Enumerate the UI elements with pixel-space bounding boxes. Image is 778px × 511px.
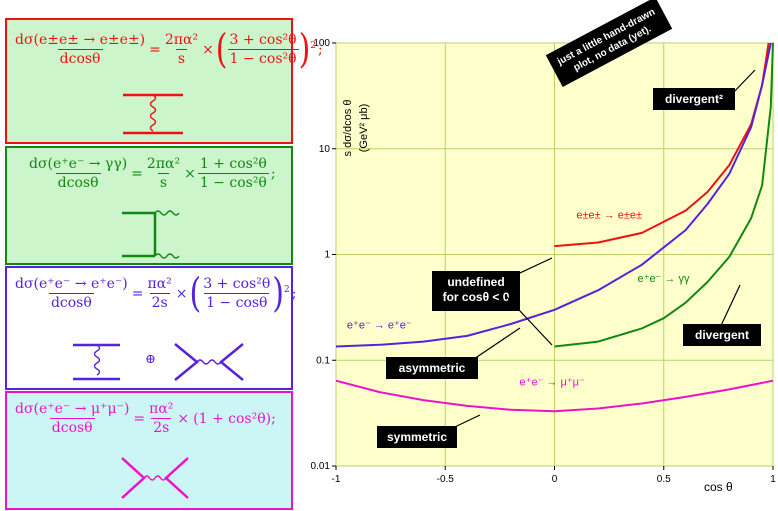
gamma-gamma-formula-box: dσ(e⁺e⁻ → γγ) dcosθ = 2πα² s × 1 + cos²θ 1 − co… (5, 146, 293, 265)
factor-denominator: 1 − cos²θ (197, 173, 269, 191)
formula-end: ; (270, 165, 276, 182)
x-axis-label: cos θ (704, 480, 733, 494)
factor: (1 + cos²θ); (193, 410, 276, 427)
mumu-formula: dσ(e⁺e⁻ → μ⁺μ⁻) dcosθ = πα² 2s × (1 + cos²θ); (15, 401, 276, 436)
asymmetric-box (386, 357, 478, 379)
x-tick-label: -1 (332, 474, 341, 485)
series-2-line (554, 42, 774, 348)
factor-numerator: 1 + cos²θ (199, 156, 267, 172)
factor-denominator: 1 − cosθ (204, 293, 270, 311)
series-3-label: e⁺e⁻ → μ⁺μ⁻ (520, 376, 585, 388)
x-tick-label: 0.5 (657, 474, 671, 485)
divergent-text: divergent (695, 328, 749, 342)
compton-diagram (122, 210, 180, 259)
divergent2-text: divergent² (665, 92, 723, 106)
y-tick-label: 100 (313, 38, 330, 49)
bhabha-formula: dσ(e⁺e⁻ → e⁺e⁻) dcosθ = πα² 2s ×(3 + cos²θ 1 −… (15, 269, 297, 318)
coefficient-denominator: 2s (151, 418, 172, 436)
undefined-box (432, 271, 520, 311)
undefined-text: for cosθ < 0 (443, 290, 510, 304)
y-axis-label: s dσ/dcos θ (342, 100, 354, 157)
series-1-line (335, 42, 772, 348)
factor-denominator: 1 − cos²θ (227, 49, 299, 67)
series-2-label: e⁺e⁻ → γγ (638, 273, 690, 285)
y-tick-label: 1 (324, 250, 330, 261)
series-3-line (335, 379, 774, 413)
coefficient-numerator: πα² (147, 276, 172, 292)
coefficient-denominator: s (175, 49, 188, 67)
divergent2-box (653, 88, 735, 110)
mumu-formula-box: dσ(e⁺e⁻ → μ⁺μ⁻) dcosθ = πα² 2s × (1 + cos²θ); (5, 391, 293, 510)
asymmetric-text: asymmetric (399, 361, 466, 375)
ee-elastic-formula-box: dσ(e±e± → e±e±) dcosθ = 2πα² s ×(3 + cos²θ 1 −… (5, 18, 323, 144)
lhs-numerator: dσ(e⁺e⁻ → e⁺e⁻) (15, 276, 128, 292)
lhs-numerator: dσ(e⁺e⁻ → γγ) (29, 156, 128, 172)
coefficient-numerator: 2πα² (164, 32, 199, 48)
lhs-denominator: dcosθ (57, 49, 103, 67)
lhs-denominator: dcosθ (49, 418, 95, 436)
series-1-label: e⁺e⁻ → e⁺e⁻ (347, 319, 412, 331)
y-tick-label: 0.1 (316, 355, 330, 366)
ee-elastic-formula: dσ(e±e± → e±e±) dcosθ = 2πα² s ×(3 + cos²θ 1 −… (15, 25, 323, 74)
y-axis-unit: (GeV² μb) (358, 104, 370, 153)
factor-numerator: 3 + cos²θ (203, 276, 271, 292)
plus-circle-symbol: ⊕ (145, 352, 156, 367)
formula-end: ; (318, 41, 323, 58)
lhs-denominator: dcosθ (55, 173, 101, 191)
divergent-box (683, 324, 761, 346)
coefficient-denominator: s (157, 173, 170, 191)
undef-line2-leader (504, 294, 553, 346)
undefined-text: undefined (447, 275, 504, 289)
symmetric-text: symmetric (387, 430, 447, 444)
series-0-label: e±e± → e±e± (576, 209, 642, 221)
lhs-denominator: dcosθ (48, 293, 94, 311)
y-tick-label: 0.01 (311, 461, 331, 472)
coefficient-numerator: πα² (149, 401, 174, 417)
gamma-gamma-formula: dσ(e⁺e⁻ → γγ) dcosθ = 2πα² s × 1 + cos²θ 1 − co… (29, 156, 276, 191)
lhs-numerator: dσ(e±e± → e±e±) (15, 32, 146, 48)
factor-numerator: 3 + cos²θ (229, 32, 297, 48)
symmetric-box (377, 426, 457, 448)
x-tick-label: 0 (552, 474, 558, 485)
bhabha-diagrams (73, 343, 244, 381)
coefficient-numerator: 2πα² (146, 156, 181, 172)
x-tick-label: 1 (770, 474, 776, 485)
lhs-numerator: dσ(e⁺e⁻ → μ⁺μ⁻) (15, 401, 130, 417)
x-tick-label: -0.5 (437, 474, 455, 485)
formula-end: ; (291, 285, 297, 302)
t-channel-diagram (123, 93, 183, 135)
y-tick-label: 10 (319, 144, 331, 155)
bhabha-formula-box: dσ(e⁺e⁻ → e⁺e⁻) dcosθ = πα² 2s ×(3 + cos²θ 1 −… (5, 266, 296, 390)
coefficient-denominator: 2s (149, 293, 170, 311)
s-channel-diagram (121, 457, 189, 499)
